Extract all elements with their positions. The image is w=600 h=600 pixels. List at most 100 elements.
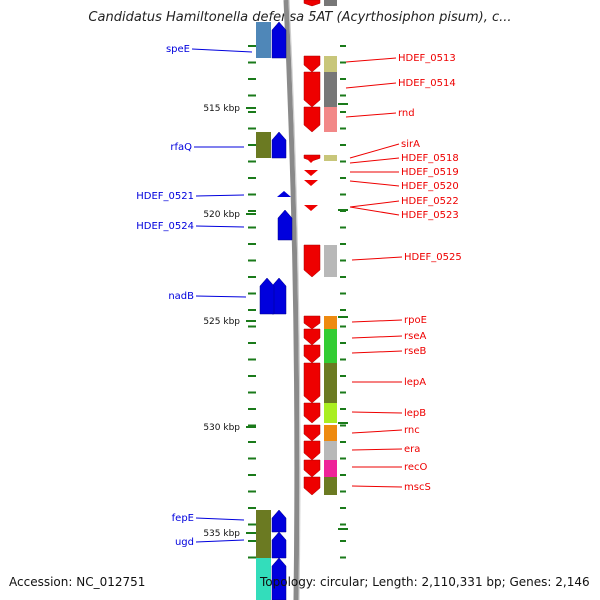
forward-gene-arrow[interactable] [303,244,321,278]
leader-line [345,112,397,118]
cog-category-box[interactable] [256,532,271,558]
gene-label[interactable]: HDEF_0514 [398,78,456,89]
reverse-gene-arrow[interactable] [271,557,287,600]
gene-label[interactable]: HDEF_0518 [401,153,459,164]
reverse-gene-arrow[interactable] [271,509,287,533]
cog-category-box[interactable] [324,441,337,460]
label-leader-lines [191,48,403,543]
reverse-gene-arrow[interactable] [277,191,291,197]
gene-label[interactable]: HDEF_0519 [401,167,459,178]
cog-category-box[interactable] [324,329,337,345]
gene-label[interactable]: rseB [404,346,426,357]
reverse-gene-arrow[interactable] [271,531,287,559]
cog-category-box[interactable] [256,510,271,532]
cog-category-box[interactable] [324,403,337,423]
gene-label[interactable]: rseA [404,331,426,342]
cog-category-box[interactable] [256,132,271,158]
forward-gene-arrow[interactable] [303,106,321,133]
leader-line [351,319,403,323]
reverse-gene-arrow[interactable] [271,277,287,315]
forward-gene-arrow[interactable] [303,315,321,330]
cog-category-box[interactable] [324,477,337,495]
reverse-gene-arrow[interactable] [271,21,287,59]
forward-gene-arrow[interactable] [303,0,321,7]
cog-category-box[interactable] [324,107,337,132]
kbp-label: 530 kbp [203,423,240,433]
forward-gene-arrow[interactable] [303,344,321,364]
forward-gene-arrow[interactable] [304,180,318,186]
reverse-strand-gene-labels[interactable]: speE rfaQ HDEF_0521 HDEF_0524 nadB fepE ugd [136,44,194,548]
gene-label[interactable]: era [404,444,420,455]
cog-category-box[interactable] [324,56,337,72]
cog-category-box[interactable] [256,22,271,58]
cog-category-box[interactable] [256,558,271,600]
cog-category-box[interactable] [324,316,337,329]
map-title: Candidatus Hamiltonella defensa 5AT (Acy… [88,10,512,25]
forward-gene-arrow[interactable] [303,440,321,461]
cog-category-box[interactable] [324,155,337,161]
forward-gene-arrow[interactable] [303,459,321,478]
tick-marks [248,45,346,559]
leader-line [351,448,403,451]
gene-label[interactable]: lepB [404,408,426,419]
forward-gene-arrow[interactable] [304,205,318,211]
forward-gene-arrow[interactable] [303,55,321,73]
gene-label[interactable]: HDEF_0524 [136,221,194,232]
gene-label[interactable]: HDEF_0523 [401,210,459,221]
forward-gene-arrow[interactable] [303,328,321,346]
gene-label[interactable]: HDEF_0513 [398,53,456,64]
forward-gene-arrow[interactable] [303,402,321,424]
gene-label[interactable]: HDEF_0520 [401,181,459,192]
leader-line [345,82,397,89]
gene-label[interactable]: HDEF_0525 [404,252,462,263]
cog-category-box[interactable] [324,363,337,403]
leader-line [349,143,400,159]
kbp-scale-labels: 515 kbp 520 kbp 525 kbp 530 kbp 535 kbp [203,103,348,539]
leader-line [195,517,245,521]
gene-label[interactable]: recO [404,462,428,473]
cog-category-box[interactable] [324,72,337,107]
gene-label[interactable]: rnd [398,108,415,119]
kbp-label: 535 kbp [203,529,240,539]
forward-gene-arrow[interactable] [303,424,321,442]
reverse-gene-arrow[interactable] [259,277,275,315]
gene-label[interactable]: nadB [168,291,194,302]
forward-gene-arrow[interactable] [304,170,318,176]
cog-category-box[interactable] [324,0,337,6]
accession-text: Accession: NC_012751 [9,575,146,589]
gene-label[interactable]: rnc [404,425,420,436]
leader-line [351,256,403,261]
gene-label[interactable]: ugd [175,537,194,548]
gene-label[interactable]: speE [166,44,190,55]
cog-category-box[interactable] [324,425,337,441]
cog-category-box[interactable] [324,460,337,477]
leader-line [351,429,403,434]
gene-label[interactable]: HDEF_0522 [401,196,459,207]
forward-gene-arrow[interactable] [303,362,321,404]
cog-category-box[interactable] [324,245,337,277]
gene-label[interactable]: mscS [404,482,431,493]
leader-line [195,539,245,543]
leader-line [351,335,403,339]
gene-label[interactable]: rpoE [404,315,427,326]
gene-label[interactable]: rfaQ [170,142,192,153]
gene-label[interactable]: HDEF_0521 [136,191,194,202]
reverse-gene-arrow[interactable] [277,209,293,241]
forward-gene-arrow[interactable] [303,476,321,496]
forward-gene-arrow[interactable] [304,156,318,163]
cog-category-box[interactable] [324,345,337,363]
gene-label[interactable]: fepE [172,513,194,524]
leader-line [195,194,245,197]
gene-label[interactable]: lepA [404,377,426,388]
gene-label[interactable]: sirA [401,139,420,150]
reverse-gene-arrow[interactable] [271,131,287,159]
forward-gene-arrow[interactable] [303,71,321,108]
leader-line [349,180,400,187]
leader-line [351,485,403,488]
gene-features[interactable] [256,0,337,600]
leader-line [191,48,253,53]
kbp-label: 515 kbp [203,104,240,114]
kbp-label: 520 kbp [203,210,240,220]
